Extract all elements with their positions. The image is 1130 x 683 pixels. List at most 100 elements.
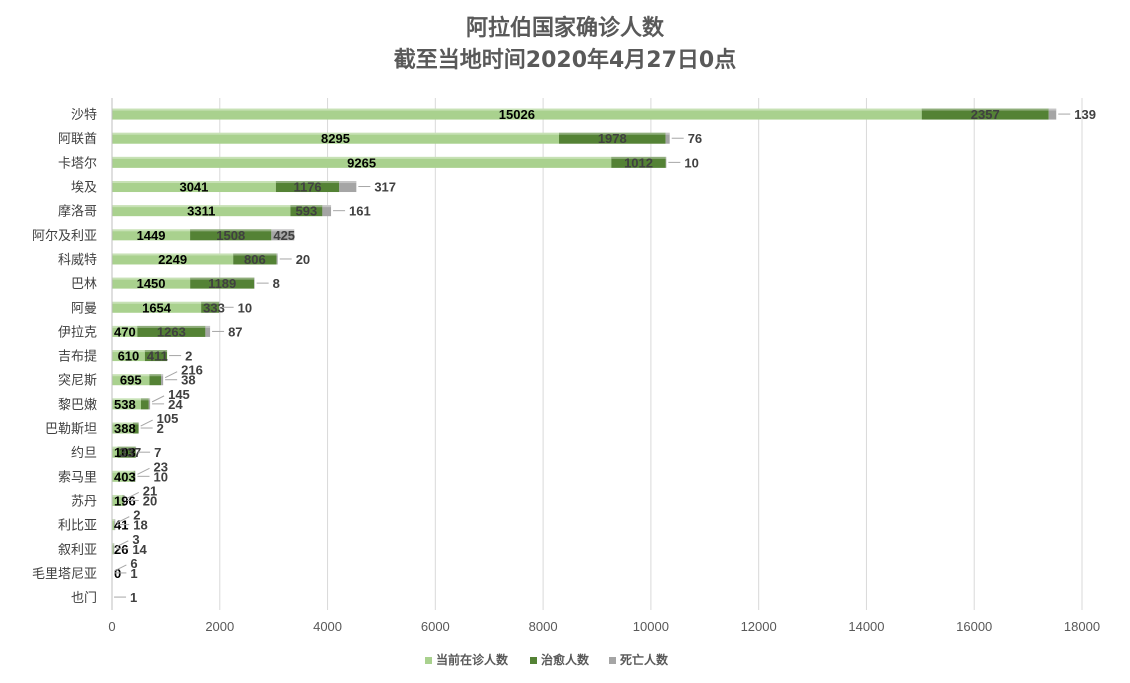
category-label: 卡塔尔 (58, 156, 97, 171)
bar-segment (117, 446, 136, 458)
data-label: 15026 (499, 107, 535, 122)
data-label: 9265 (347, 155, 376, 170)
data-label: 105 (157, 411, 179, 426)
bar-highlight (611, 156, 666, 159)
bar-segment (114, 519, 116, 531)
data-label: 695 (120, 373, 142, 388)
bar-segment (133, 470, 135, 482)
bar-highlight (144, 350, 168, 353)
bar-segment (123, 494, 125, 506)
data-label: 2 (157, 421, 164, 436)
data-label: 2249 (158, 252, 187, 267)
bar-segment (665, 156, 667, 168)
bar-segment (112, 132, 560, 144)
bar-highlight (112, 470, 134, 473)
bar-segment (921, 108, 1049, 120)
category-label: 黎巴嫩 (58, 398, 97, 413)
data-label: 145 (168, 387, 190, 402)
bar-segment (233, 253, 277, 265)
data-label: 403 (114, 469, 136, 484)
data-label: 139 (1074, 107, 1096, 122)
bar-highlight (112, 132, 560, 135)
bar-segment (112, 156, 612, 168)
bar-segment (112, 325, 138, 337)
x-tick-label: 6000 (421, 619, 450, 634)
data-label: 388 (114, 421, 136, 436)
data-label: 1 (130, 566, 137, 581)
data-label: 1508 (216, 228, 245, 243)
data-label: 23 (153, 459, 167, 474)
category-label: 沙特 (71, 108, 97, 123)
data-label: 610 (118, 349, 140, 364)
bar-highlight (112, 156, 612, 159)
bar-segment (112, 277, 191, 289)
data-label: 24 (168, 397, 183, 412)
category-label: 突尼斯 (58, 373, 97, 389)
x-tick-label: 18000 (1064, 619, 1100, 634)
bar-highlight (112, 422, 133, 425)
data-label: 1189 (208, 276, 236, 291)
data-label: 20 (296, 252, 310, 267)
bar-highlight (112, 543, 114, 546)
bar-segment (559, 132, 666, 144)
bar-highlight (134, 470, 136, 473)
data-label: 38 (181, 373, 195, 388)
data-label: 333 (203, 300, 225, 315)
data-label: 216 (181, 363, 203, 378)
bar-segment (137, 325, 206, 337)
data-label: 21 (143, 483, 157, 498)
data-label: 2 (185, 349, 192, 364)
bar-segment (205, 325, 211, 337)
bar-highlight (112, 350, 145, 353)
data-label: 10 (153, 469, 167, 484)
bar-segment (112, 229, 191, 241)
legend-entry: 治愈人数 (541, 652, 590, 667)
bar-segment (112, 181, 276, 193)
category-label: 阿尔及利亚 (32, 229, 97, 244)
data-label: 18 (133, 518, 147, 533)
data-label: 76 (688, 131, 702, 146)
data-label: 161 (349, 204, 371, 219)
bar-highlight (921, 108, 1049, 111)
legend-entry: 当前在诊人数 (436, 652, 509, 667)
leader-line (164, 371, 178, 379)
bar-segment (161, 374, 164, 386)
bar-segment (339, 181, 357, 193)
bar-segment (112, 519, 115, 531)
bar-highlight (112, 494, 123, 497)
data-label: 103 (114, 445, 136, 460)
legend-entry: 死亡人数 (620, 652, 669, 667)
data-label: 87 (228, 324, 242, 339)
data-label: 538 (114, 397, 136, 412)
data-label: 337 (120, 445, 142, 460)
category-label: 科威特 (58, 253, 97, 268)
bar-highlight (137, 325, 206, 328)
bar-highlight (140, 398, 149, 401)
x-tick-label: 16000 (956, 619, 992, 634)
bar-highlight (114, 519, 116, 522)
leader-line (137, 467, 150, 475)
x-tick-label: 14000 (848, 619, 884, 634)
data-label: 1 (130, 590, 137, 605)
bar-segment (144, 350, 168, 362)
data-label: 1978 (598, 131, 627, 146)
bar-highlight (559, 132, 666, 135)
bar-segment (201, 301, 220, 313)
bar-segment (112, 205, 291, 217)
data-label: 3311 (187, 204, 215, 219)
bar-highlight (133, 470, 135, 473)
data-label: 1263 (157, 324, 186, 339)
data-label: 8295 (321, 131, 350, 146)
data-label: 2357 (971, 107, 1000, 122)
bar-segment (148, 398, 151, 410)
data-label: 317 (374, 180, 396, 195)
bar-highlight (665, 156, 667, 159)
bar-segment (290, 205, 323, 217)
data-label: 1450 (137, 276, 166, 291)
bar-segment (276, 253, 278, 265)
bar-segment (322, 205, 332, 217)
bar-highlight (112, 229, 191, 232)
bar-highlight (1048, 108, 1057, 111)
bar-highlight (271, 229, 295, 232)
